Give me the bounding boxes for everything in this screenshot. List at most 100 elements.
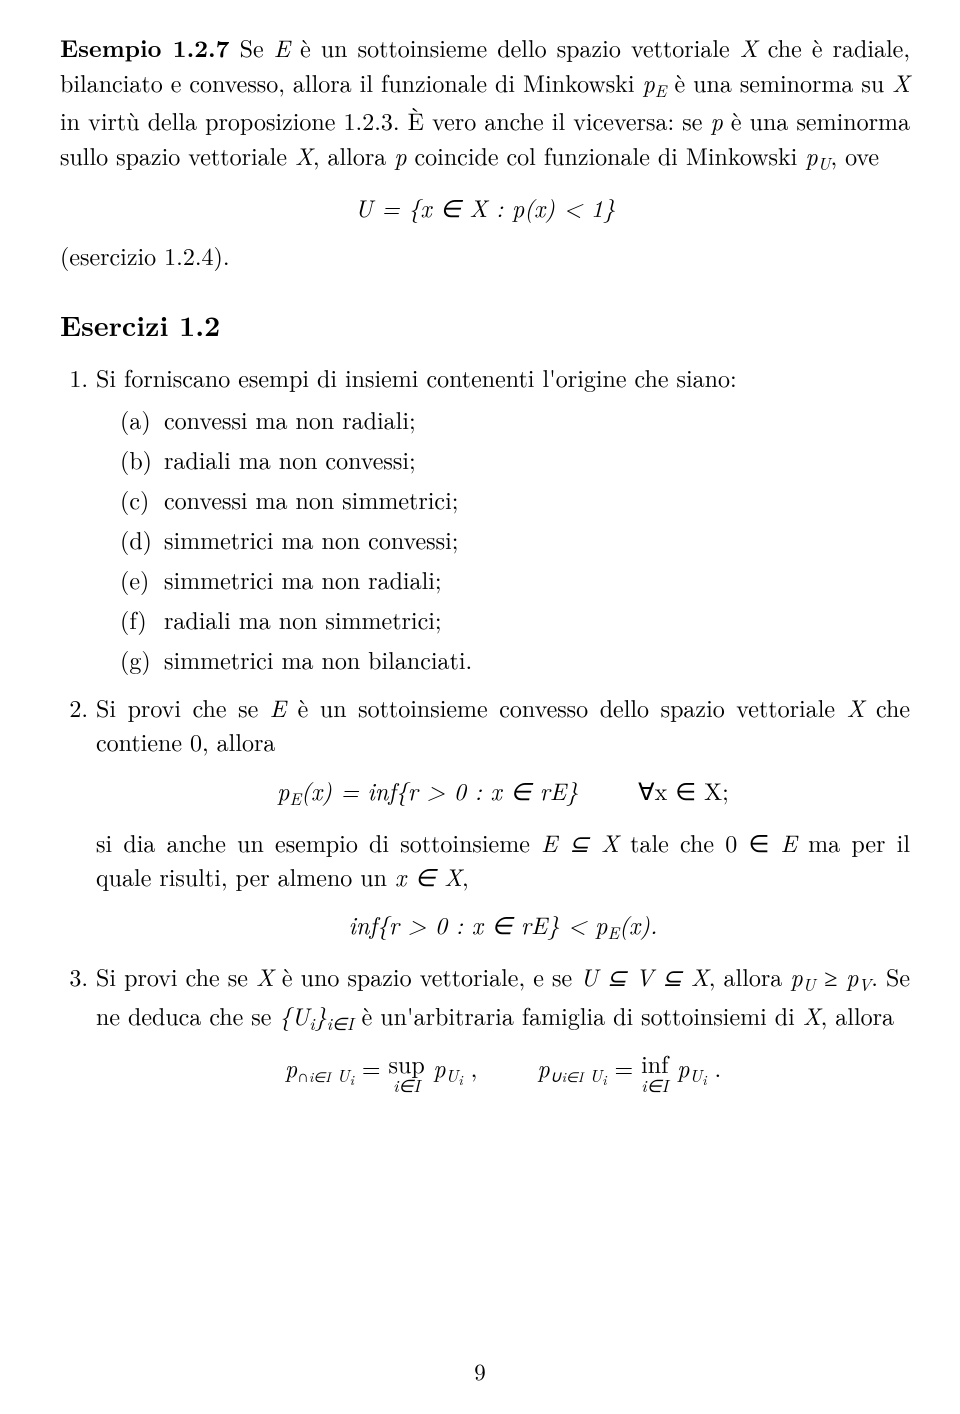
- math: (x) = inf{r > 0 : x ∈ rE}: [301, 773, 578, 807]
- exercise-3: Si provi che se X è uno spazio vettorial…: [96, 959, 910, 1094]
- subscript: E: [289, 786, 301, 810]
- list-item: (f)radiali ma non simmetrici;: [120, 602, 910, 636]
- text: coincide col funzionale di Minkowski: [407, 138, 806, 172]
- equation-inf: inf{r > 0 : x ∈ rE} < pE(x).: [96, 907, 910, 945]
- text: è uno spazio vettoriale, e se: [274, 959, 580, 993]
- subscript: E: [655, 79, 667, 103]
- math: p: [285, 1050, 297, 1084]
- item-text: convessi ma non simmetrici;: [164, 482, 458, 516]
- example-label: Esempio 1.2.7: [60, 31, 229, 65]
- text: , allora: [313, 138, 394, 172]
- equation-pe: pE(x) = inf{r > 0 : x ∈ rE} ∀x ∈ X;: [96, 773, 910, 811]
- text: in virtù della proposizione 1.2.3. È ver…: [60, 103, 710, 137]
- text: Si provi che se: [96, 690, 270, 724]
- math: p: [790, 959, 802, 993]
- item-text: simmetrici ma non bilanciati.: [164, 642, 472, 676]
- list-item: (c)convessi ma non simmetrici;: [120, 482, 910, 516]
- math: inf{r > 0 : x ∈ rE} < p: [349, 907, 608, 941]
- example-paragraph: Esempio 1.2.7 Se E è un sottoinsieme del…: [60, 30, 910, 176]
- math: X: [847, 690, 865, 724]
- math: }: [315, 998, 327, 1032]
- text: tale che 0 ∈: [619, 825, 781, 859]
- math: X: [295, 138, 313, 172]
- exercise-1: Si forniscano esempi di insiemi contenen…: [96, 360, 910, 677]
- item-text: radiali ma non simmetrici;: [164, 602, 442, 636]
- section-title: Esercizi 1.2: [60, 306, 910, 346]
- math: p: [805, 138, 817, 172]
- math: p: [425, 1050, 446, 1084]
- subscript: i∈I: [309, 1067, 331, 1087]
- item-text: simmetrici ma non radiali;: [164, 562, 442, 596]
- item-label: (g): [120, 642, 164, 676]
- list-item: (g)simmetrici ma non bilanciati.: [120, 642, 910, 676]
- list-item: (a)convessi ma non radiali;: [120, 402, 910, 436]
- text: è un sottoinsieme dello spazio vettorial…: [290, 30, 740, 64]
- sup-sub: i∈I: [389, 1077, 425, 1095]
- math: E: [274, 30, 290, 64]
- formula-left: p∩i∈I Ui = supi∈I pUi ,: [285, 1050, 477, 1095]
- math: p: [710, 103, 722, 137]
- formula-left: pE(x) = inf{r > 0 : x ∈ rE}: [277, 773, 578, 811]
- period: .: [706, 1050, 721, 1084]
- math: (x).: [619, 907, 657, 941]
- subscript: U: [803, 973, 816, 997]
- exercise-1-intro: Si forniscano esempi di insiemi contenen…: [96, 360, 737, 394]
- page-number: 9: [0, 1355, 960, 1388]
- math: U: [446, 1064, 459, 1088]
- exercise-1-sublist: (a)convessi ma non radiali; (b)radiali m…: [96, 402, 910, 677]
- item-label: (a): [120, 402, 164, 436]
- subscript: i∈I: [562, 1067, 584, 1087]
- sup-label: sup: [389, 1051, 425, 1076]
- text: Se: [240, 30, 274, 64]
- math: U: [331, 1064, 350, 1088]
- text: Si provi che se: [96, 959, 256, 993]
- subscript: i∈I: [327, 1012, 354, 1036]
- math: ≥ p: [816, 959, 859, 993]
- math: p: [643, 65, 655, 99]
- math: X: [740, 30, 758, 64]
- after-eq: (esercizio 1.2.4).: [60, 238, 910, 272]
- intersection-icon: ∩: [297, 1064, 309, 1087]
- union-icon: ∪: [550, 1064, 562, 1087]
- subscript: ∩i∈I Ui: [297, 1064, 354, 1088]
- equation-u: U = {x ∈ X : p(x) < 1}: [60, 190, 910, 224]
- inf-sub: i∈I: [641, 1077, 668, 1095]
- item-text: convessi ma non radiali;: [164, 402, 416, 436]
- math: E: [270, 690, 286, 724]
- equation-sup-inf: p∩i∈I Ui = supi∈I pUi , p∪i∈I Ui = infi∈…: [96, 1050, 910, 1095]
- math: U: [689, 1064, 702, 1088]
- item-label: (d): [120, 522, 164, 556]
- formula-right: p∪i∈I Ui = infi∈I pUi .: [537, 1050, 721, 1095]
- math: U ⊆ V ⊆ X: [580, 959, 709, 993]
- text: ,: [462, 859, 469, 893]
- math: p: [537, 1050, 549, 1084]
- item-text: simmetrici ma non convessi;: [164, 522, 458, 556]
- item-text: radiali ma non convessi;: [164, 442, 416, 476]
- inf-operator: infi∈I: [641, 1051, 668, 1094]
- subscript: V: [858, 973, 871, 997]
- math: E: [781, 825, 797, 859]
- formula-right: ∀x ∈ X;: [638, 773, 729, 811]
- text: si dia anche un esempio di sottoinsieme: [96, 825, 541, 859]
- math: X: [256, 959, 274, 993]
- math: p: [394, 138, 406, 172]
- sup-operator: supi∈I: [389, 1051, 425, 1094]
- math: p: [277, 773, 289, 807]
- item-label: (b): [120, 442, 164, 476]
- equals: =: [354, 1050, 389, 1084]
- math: U: [583, 1064, 602, 1088]
- equals: =: [606, 1050, 641, 1084]
- text: , allora: [709, 959, 791, 993]
- subscript: ∪i∈I Ui: [550, 1064, 607, 1088]
- math: E ⊆ X: [541, 825, 619, 859]
- math: X: [803, 998, 821, 1032]
- text: è un sottoinsieme convesso dello spazio …: [286, 690, 847, 724]
- item-label: (e): [120, 562, 164, 596]
- text: , ove: [830, 138, 879, 172]
- inf-label: inf: [641, 1051, 668, 1076]
- comma: ,: [463, 1050, 478, 1084]
- subscript: Ui: [689, 1064, 706, 1088]
- text: , allora: [821, 998, 894, 1032]
- exercise-2: Si provi che se E è un sottoinsieme conv…: [96, 690, 910, 945]
- math: p: [669, 1050, 690, 1084]
